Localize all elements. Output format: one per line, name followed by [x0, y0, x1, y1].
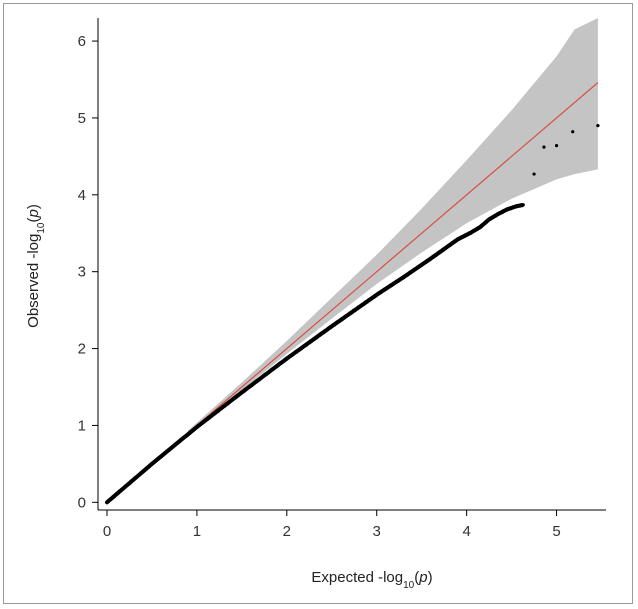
confidence-band	[187, 18, 598, 435]
x-tick-label: 1	[193, 523, 201, 540]
y-tick-label: 3	[78, 264, 86, 281]
axes-layer: 0 1 2 3 4 5 0 1 2 3 4 5 6	[78, 18, 606, 540]
y-tick-label: 4	[78, 187, 86, 204]
y-tick-label: 2	[78, 341, 86, 358]
x-tick-label: 0	[103, 523, 111, 540]
x-tick-label: 2	[283, 523, 291, 540]
data-points-layer	[104, 124, 600, 505]
y-axis-label: Observed -log10(p)	[25, 204, 47, 328]
data-point	[554, 144, 559, 148]
data-point	[542, 145, 546, 149]
x-tick-label: 4	[462, 523, 470, 540]
y-tick-label: 6	[78, 33, 86, 50]
y-tick-label: 5	[78, 110, 86, 127]
data-point	[521, 203, 525, 207]
y-tick-label: 1	[78, 417, 86, 434]
x-tick-label: 5	[552, 523, 560, 540]
confidence-band-layer	[187, 18, 598, 435]
data-point	[596, 124, 600, 128]
data-point	[571, 130, 575, 134]
y-tick-label: 0	[78, 494, 86, 511]
x-tick-label: 3	[373, 523, 381, 540]
data-point	[532, 172, 536, 176]
x-axis-label: Expected -log10(p)	[311, 569, 432, 591]
